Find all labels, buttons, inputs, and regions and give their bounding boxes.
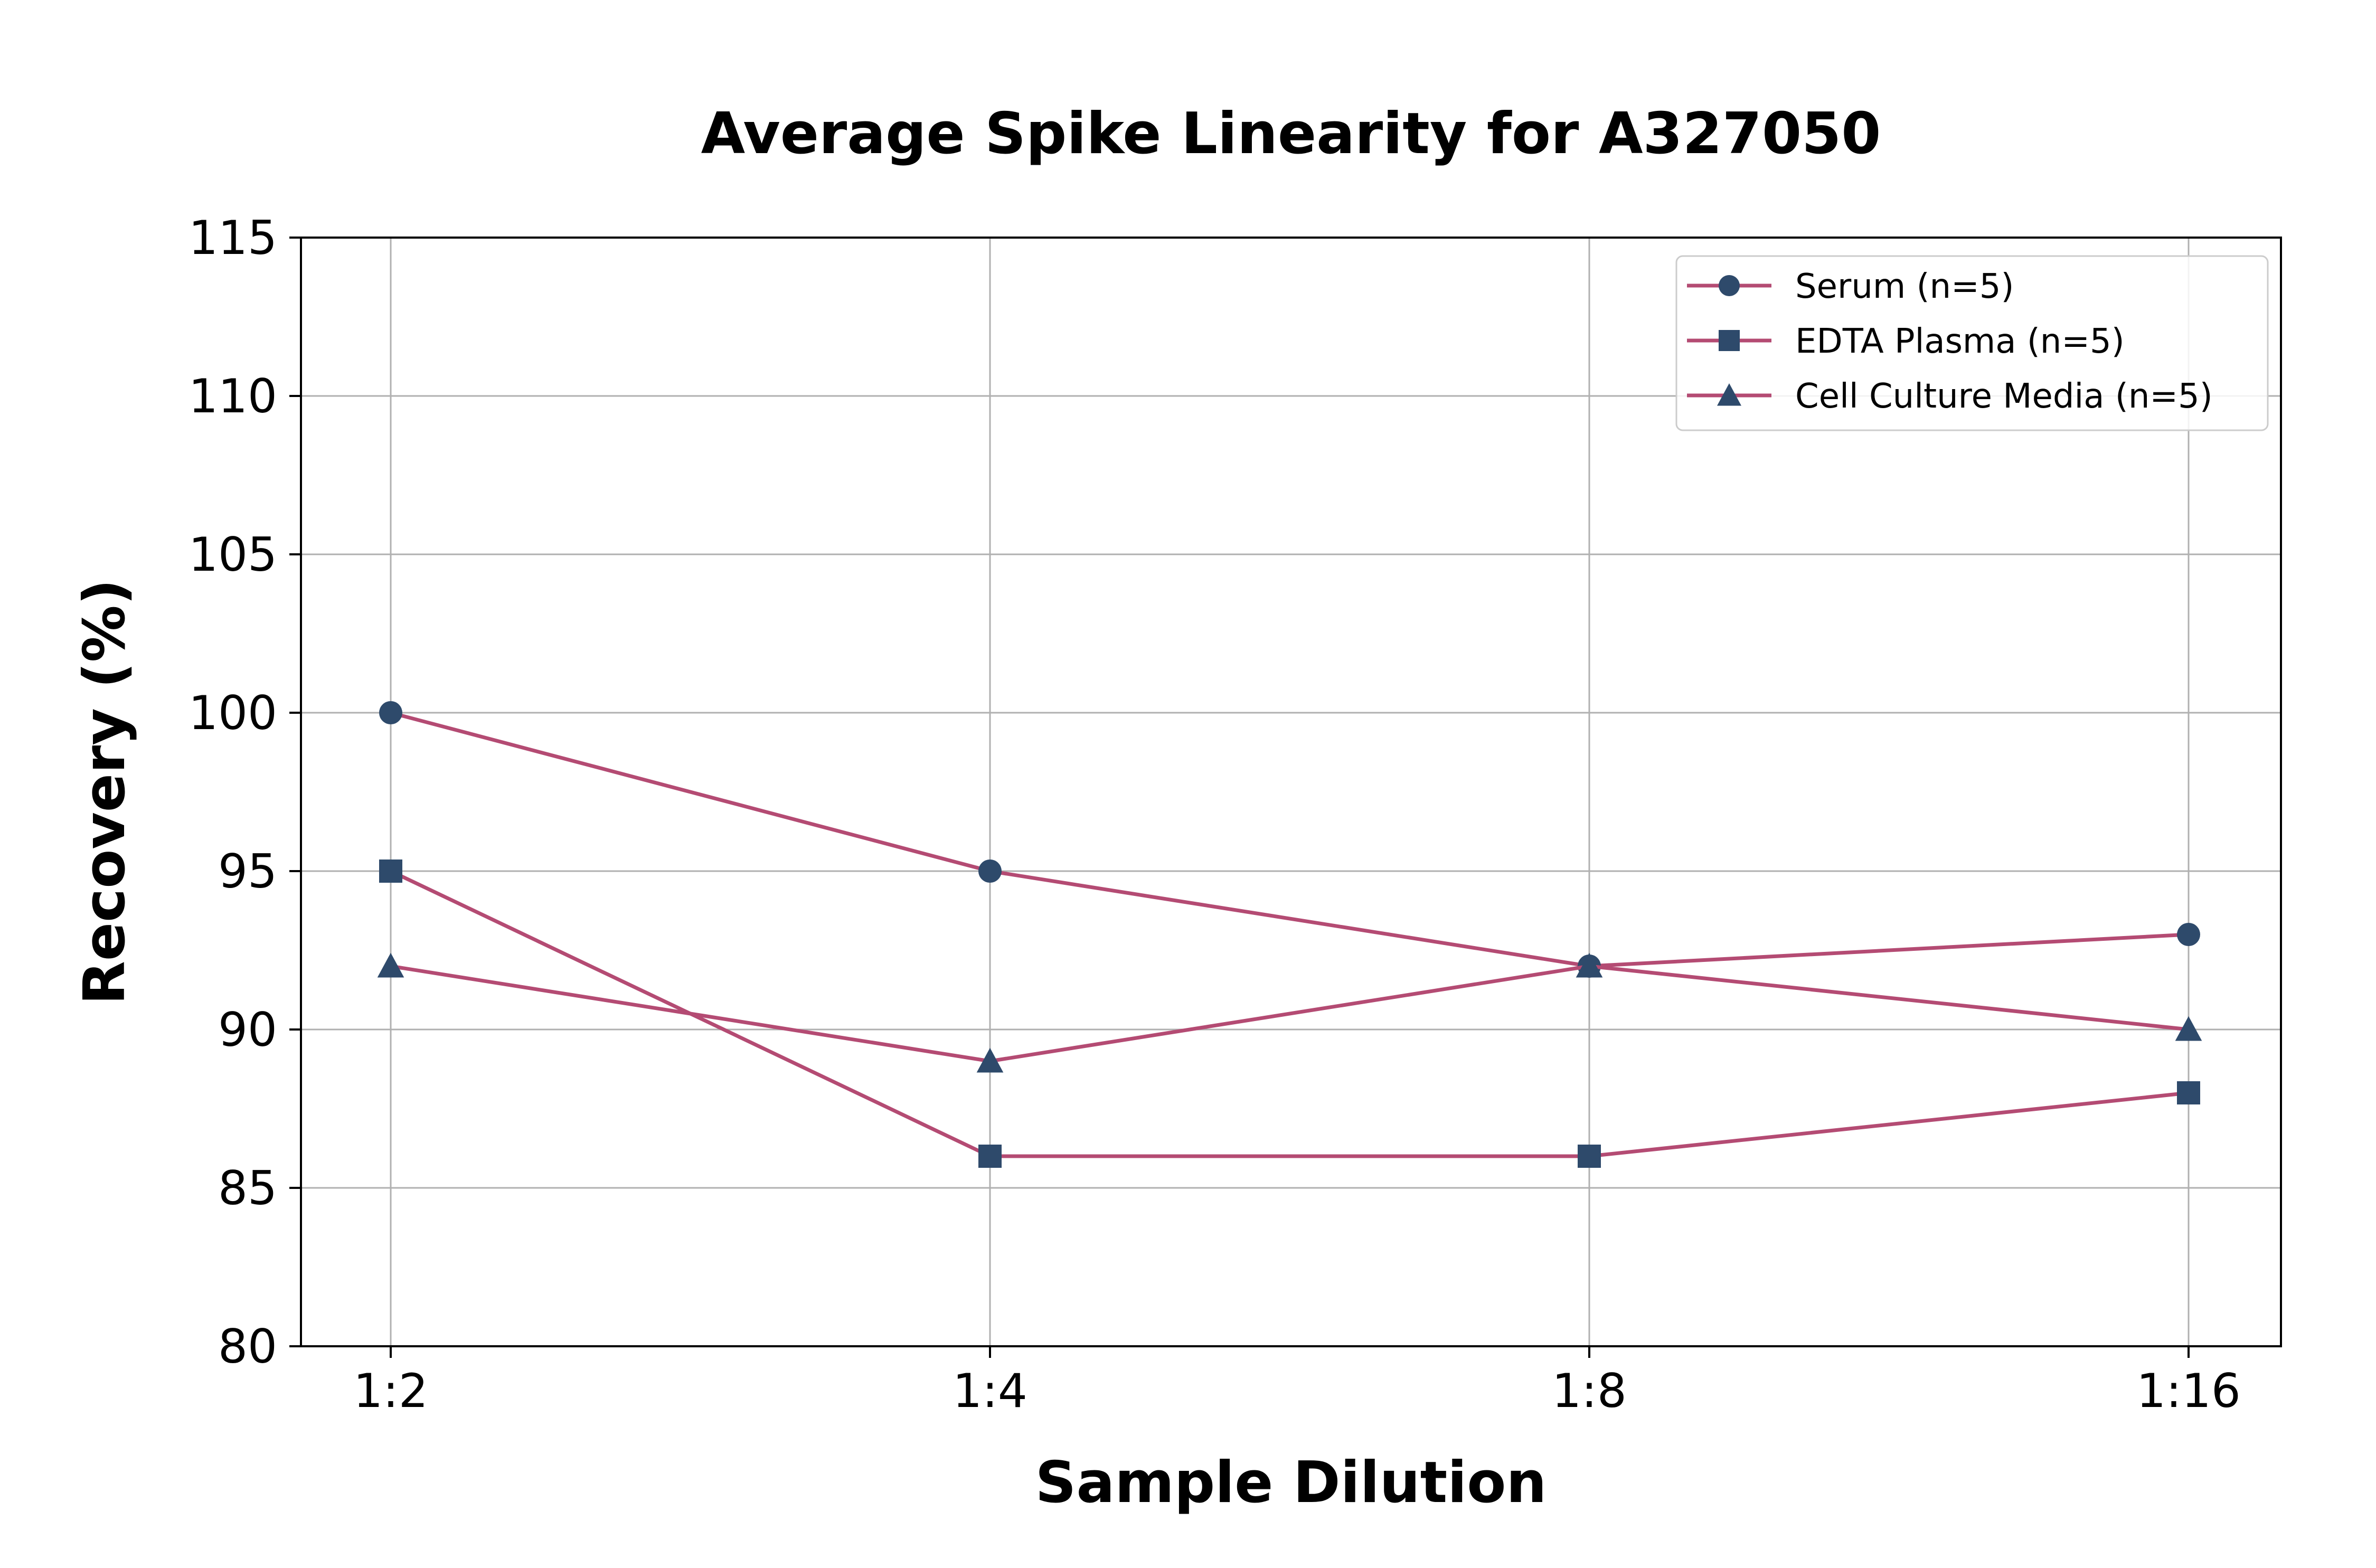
- legend-label: Serum (n=5): [1795, 267, 2014, 306]
- legend-entry: EDTA Plasma (n=5): [1687, 322, 2125, 361]
- y-tick-label: 95: [218, 844, 277, 899]
- y-tick-label: 100: [188, 686, 277, 740]
- data-point-square: [978, 1145, 1002, 1168]
- plot-frame: [300, 237, 2282, 1347]
- data-point-circle: [379, 701, 402, 724]
- data-point-circle: [978, 859, 1002, 883]
- legend-label: EDTA Plasma (n=5): [1795, 322, 2125, 361]
- series-layer: [377, 701, 2202, 1168]
- x-tick-label: 1:2: [353, 1364, 428, 1418]
- legend: Serum (n=5) EDTA Plasma (n=5) Cell Culture…: [1675, 255, 2269, 431]
- series-triangle: [377, 952, 2202, 1073]
- data-point-square: [379, 859, 402, 883]
- data-point-triangle: [2175, 1016, 2202, 1041]
- y-tick-label: 80: [218, 1319, 277, 1374]
- data-point-square: [2177, 1081, 2200, 1104]
- x-tick-label: 1:16: [2136, 1364, 2241, 1418]
- legend-marker-square: [1719, 330, 1740, 351]
- x-tick-label: 1:4: [953, 1364, 1027, 1418]
- series-line: [390, 711, 2189, 968]
- legend-label: Cell Culture Media (n=5): [1795, 377, 2213, 416]
- legend-marker-circle: [1719, 275, 1740, 296]
- legend-entry: Serum (n=5): [1687, 267, 2014, 306]
- data-point-triangle: [976, 1047, 1004, 1073]
- data-point-square: [1578, 1145, 1601, 1168]
- legend-marker-triangle: [1717, 383, 1741, 406]
- data-point-triangle: [1576, 952, 1603, 978]
- y-axis-label: Recovery (%): [72, 579, 138, 1005]
- y-tick-label: 115: [188, 211, 277, 265]
- x-axis-label: Sample Dilution: [1035, 1450, 1547, 1516]
- chart-title: Average Spike Linearity for A327050: [701, 101, 1881, 167]
- series-line: [390, 964, 2189, 1063]
- data-point-triangle: [377, 952, 404, 978]
- series-circle: [379, 701, 2200, 978]
- data-point-circle: [2177, 923, 2200, 946]
- y-tick-label: 105: [188, 527, 277, 582]
- y-tick-label: 90: [218, 1003, 277, 1057]
- legend-entry: Cell Culture Media (n=5): [1687, 377, 2213, 416]
- axis-ticks: 80 85 90 95 100 105 110 115 1:2 1:4 1:8 1:16: [188, 211, 2241, 1418]
- y-tick-label: 110: [188, 369, 277, 423]
- y-tick-label: 85: [218, 1161, 277, 1215]
- x-tick-label: 1:8: [1552, 1364, 1627, 1418]
- legend-box: [1675, 255, 2269, 431]
